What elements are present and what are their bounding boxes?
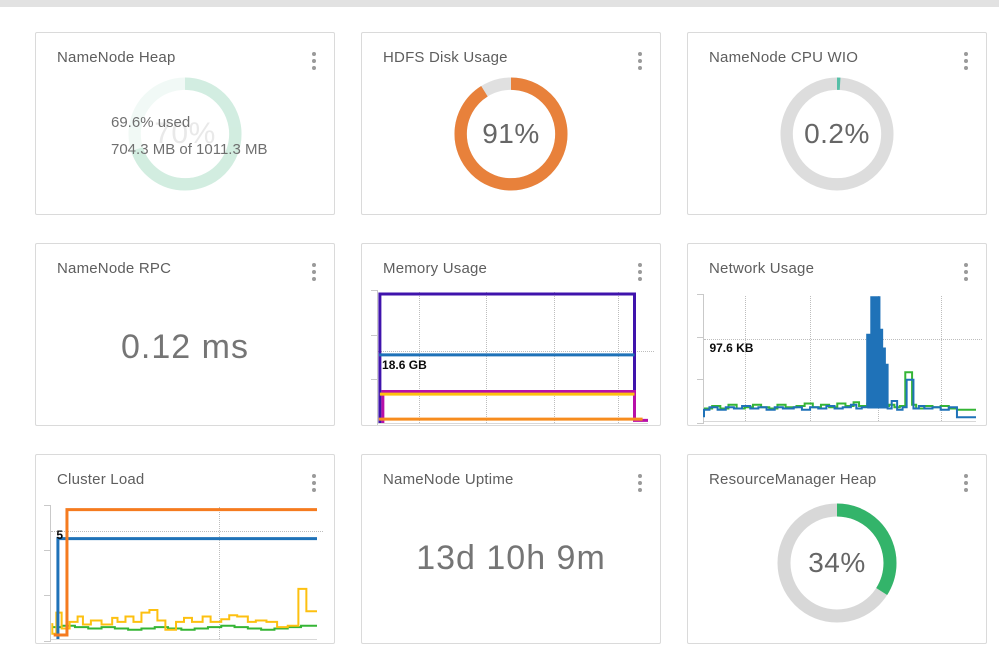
chart-value-label: 18.6 GB (382, 357, 427, 372)
widget-title: NameNode Heap (57, 49, 176, 66)
widget-title: NameNode RPC (57, 260, 172, 277)
top-divider-strip (0, 0, 999, 7)
donut-percent-label: 70% (154, 117, 216, 150)
kebab-menu-icon[interactable] (958, 260, 974, 284)
kebab-menu-icon[interactable] (306, 260, 322, 284)
widget-card-network-usage: Network Usage 97.6 KB (687, 243, 987, 426)
donut-percent-label: 0.2% (804, 118, 870, 149)
dashboard-widget-grid: NameNode Heap 70% 69.6% used 704.3 MB of… (35, 32, 999, 644)
kebab-menu-icon[interactable] (306, 471, 322, 495)
heap-used-percent-text: 69.6% used (111, 114, 191, 131)
widget-title: Cluster Load (57, 471, 145, 488)
cpu-wio-donut-chart[interactable]: 0.2% (780, 77, 894, 191)
kebab-menu-icon[interactable] (632, 260, 648, 284)
widget-title: NameNode Uptime (383, 471, 514, 488)
donut-percent-label: 91% (482, 118, 540, 149)
widget-card-resourcemanager-heap: ResourceManager Heap 34% (687, 454, 987, 644)
widget-card-namenode-rpc: NameNode RPC 0.12 ms (35, 243, 335, 426)
widget-card-namenode-heap: NameNode Heap 70% 69.6% used 704.3 MB of… (35, 32, 335, 215)
kebab-menu-icon[interactable] (306, 49, 322, 73)
series-memory-total (380, 294, 635, 423)
hdfs-usage-donut-chart[interactable]: 91% (454, 77, 568, 191)
widget-card-namenode-cpu-wio: NameNode CPU WIO 0.2% (687, 32, 987, 215)
donut-percent-label: 34% (808, 547, 866, 578)
memory-usage-line-chart[interactable]: 18.6 GB (371, 290, 654, 425)
widget-title: NameNode CPU WIO (709, 49, 859, 66)
heap-used-detail-text: 704.3 MB of 1011.3 MB (111, 141, 268, 158)
series-bytes-in-spike-fill (867, 297, 888, 409)
series-procs (54, 510, 317, 635)
chart-value-label: 5 (56, 528, 63, 543)
widget-card-memory-usage: Memory Usage 18.6 GB (361, 243, 661, 426)
chart-value-label: 97.6 KB (709, 341, 754, 355)
kebab-menu-icon[interactable] (632, 49, 648, 73)
kebab-menu-icon[interactable] (958, 471, 974, 495)
series-nodes (52, 626, 317, 630)
kebab-menu-icon[interactable] (632, 471, 648, 495)
network-usage-line-chart[interactable]: 97.6 KB (697, 294, 982, 424)
widget-card-cluster-load: Cluster Load 5 (35, 454, 335, 644)
uptime-value: 13d 10h 9m (416, 539, 606, 577)
heap-hover-readout: 69.6% used 704.3 MB of 1011.3 MB (111, 109, 267, 163)
widget-title: Network Usage (709, 260, 815, 277)
widget-title: HDFS Disk Usage (383, 49, 508, 66)
widget-card-namenode-uptime: NameNode Uptime 13d 10h 9m (361, 454, 661, 644)
widget-card-hdfs-disk-usage: HDFS Disk Usage 91% (361, 32, 661, 215)
series-bytes-in (704, 297, 976, 417)
rpc-latency-value: 0.12 ms (121, 328, 249, 366)
cluster-load-line-chart[interactable]: 5 (44, 505, 323, 642)
rm-heap-donut-chart[interactable]: 34% (777, 503, 897, 623)
widget-title: ResourceManager Heap (709, 471, 877, 488)
heap-donut-chart[interactable]: 70% (128, 77, 242, 191)
kebab-menu-icon[interactable] (958, 49, 974, 73)
series-cpu-count (58, 539, 317, 639)
series-bytes-out (704, 372, 976, 410)
widget-title: Memory Usage (383, 260, 488, 277)
series-load-1min (52, 589, 317, 634)
